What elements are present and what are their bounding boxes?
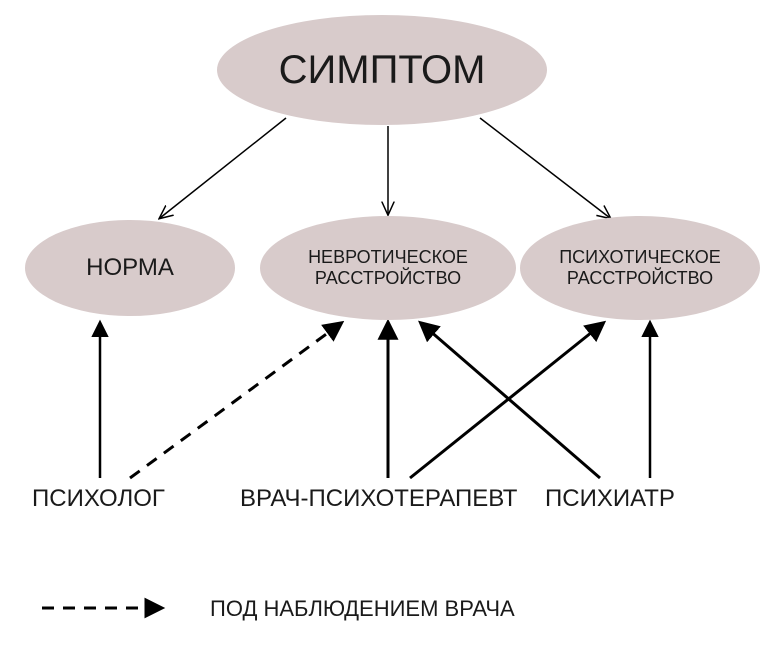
node-psychotic-label: ПСИХОТИЧЕСКОЕ РАССТРОЙСТВО: [520, 247, 760, 288]
node-norm: НОРМА: [25, 220, 235, 316]
edge-symptom-psychotic: [480, 118, 610, 218]
edge-symptom-norm: [160, 118, 286, 218]
diagram-canvas: СИМПТОМ НОРМА НЕВРОТИЧЕСКОЕ РАССТРОЙСТВО…: [0, 0, 764, 657]
node-neurotic-label: НЕВРОТИЧЕСКОЕ РАССТРОЙСТВО: [260, 247, 516, 288]
node-symptom: СИМПТОМ: [217, 15, 547, 125]
node-neurotic: НЕВРОТИЧЕСКОЕ РАССТРОЙСТВО: [260, 216, 516, 320]
label-psychotherapist: ВРАЧ-ПСИХОТЕРАПЕВТ: [240, 485, 517, 513]
node-norm-label: НОРМА: [86, 254, 174, 282]
node-symptom-label: СИМПТОМ: [279, 47, 486, 93]
label-psychiatrist: ПСИХИАТР: [545, 485, 675, 513]
label-psychologist: ПСИХОЛОГ: [32, 485, 165, 513]
edge-psychologist-neurotic: [130, 324, 340, 478]
legend-label: ПОД НАБЛЮДЕНИЕМ ВРАЧА: [210, 596, 515, 622]
node-psychotic: ПСИХОТИЧЕСКОЕ РАССТРОЙСТВО: [520, 216, 760, 320]
